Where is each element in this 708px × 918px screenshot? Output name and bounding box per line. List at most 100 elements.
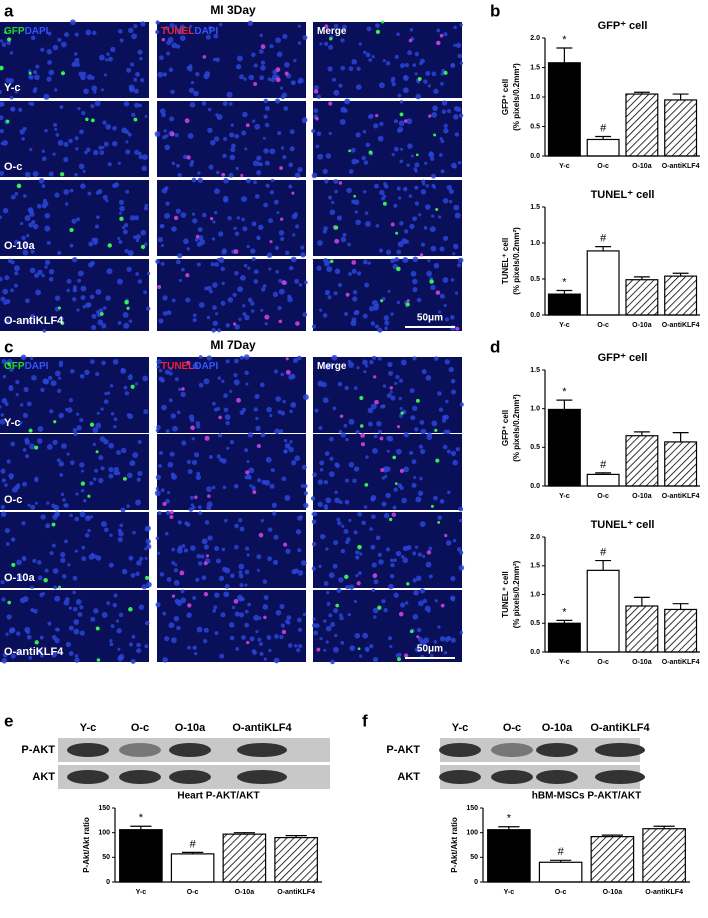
nucleus — [127, 472, 133, 479]
nucleus — [317, 153, 324, 160]
nucleus — [26, 401, 32, 407]
nucleus — [130, 573, 136, 578]
nucleus — [98, 477, 104, 484]
nucleus — [244, 314, 250, 321]
nucleus — [297, 24, 301, 28]
nucleus — [242, 312, 247, 317]
nucleus — [193, 651, 198, 656]
nucleus — [173, 615, 180, 622]
nucleus — [0, 129, 4, 134]
nucleus — [117, 320, 122, 325]
nucleus — [117, 236, 121, 241]
nucleus — [136, 648, 142, 654]
nucleus — [168, 366, 173, 371]
nucleus — [424, 161, 428, 166]
nucleus — [216, 114, 223, 120]
nucleus — [278, 278, 283, 283]
nucleus — [434, 599, 438, 603]
nucleus — [61, 443, 67, 449]
nucleus — [103, 439, 109, 445]
chart-title: Heart P-AKT/AKT — [177, 791, 259, 802]
nucleus — [91, 313, 97, 319]
nucleus — [416, 80, 420, 84]
gfp-signal — [51, 522, 56, 527]
nucleus — [110, 411, 115, 416]
nucleus — [58, 461, 64, 467]
nucleus — [237, 286, 244, 293]
bar — [170, 853, 215, 883]
nucleus — [344, 100, 348, 104]
nucleus — [0, 296, 6, 302]
nucleus — [264, 160, 270, 166]
nucleus — [420, 448, 426, 455]
nucleus — [333, 23, 339, 29]
nucleus — [404, 77, 408, 81]
nucleus — [355, 429, 360, 434]
tunel-signal — [399, 468, 405, 474]
nucleus — [289, 146, 295, 152]
nucleus — [129, 373, 133, 378]
tunel-signal — [360, 442, 366, 447]
nucleus — [195, 421, 201, 426]
nucleus — [283, 439, 288, 443]
nucleus — [28, 222, 34, 228]
nucleus — [145, 538, 151, 545]
tunel-signal — [316, 647, 321, 652]
nucleus — [156, 365, 160, 369]
nucleus — [238, 518, 243, 523]
nucleus — [126, 266, 132, 272]
gfp-signal — [397, 657, 401, 662]
nucleus — [255, 416, 259, 421]
nucleus — [120, 368, 127, 374]
nucleus — [221, 281, 225, 286]
nucleus — [322, 229, 327, 234]
nucleus — [421, 369, 427, 375]
nucleus — [125, 149, 131, 155]
nucleus — [75, 412, 80, 416]
nucleus — [146, 543, 152, 550]
nucleus — [283, 449, 288, 454]
nucleus — [393, 487, 398, 492]
nucleus — [27, 319, 33, 324]
nucleus — [101, 323, 107, 329]
nucleus — [117, 528, 122, 533]
gfp-signal — [107, 243, 112, 248]
tunel-signal — [260, 44, 266, 50]
tunel-signal — [221, 172, 226, 177]
nucleus — [136, 560, 142, 566]
nucleus — [276, 51, 283, 58]
nucleus — [155, 20, 160, 25]
nucleus — [137, 49, 143, 55]
nucleus — [251, 309, 255, 313]
nucleus — [40, 514, 46, 520]
tunel-signal — [184, 118, 190, 124]
nucleus — [394, 381, 398, 386]
bar — [222, 833, 267, 883]
nucleus — [14, 191, 19, 196]
significance-mark: * — [562, 34, 567, 46]
gfp-signal — [329, 37, 333, 41]
y-axis-label: TUNEL⁺ cell — [501, 238, 510, 284]
nucleus — [212, 282, 218, 288]
nucleus — [203, 73, 210, 80]
nucleus — [417, 637, 423, 642]
nucleus — [251, 221, 257, 227]
nucleus — [234, 611, 240, 617]
nucleus — [244, 448, 249, 453]
nucleus — [138, 556, 144, 561]
tunel-signal — [408, 38, 413, 43]
nucleus — [192, 313, 197, 318]
nucleus — [89, 294, 95, 300]
nucleus — [22, 557, 26, 562]
nucleus — [221, 379, 225, 384]
gfp-signal — [388, 517, 393, 522]
nucleus — [263, 657, 267, 661]
nucleus — [162, 72, 167, 77]
nucleus — [453, 114, 459, 120]
gfp-signal — [400, 411, 404, 415]
nucleus — [128, 27, 134, 34]
nucleus — [233, 483, 239, 489]
nucleus — [37, 425, 44, 432]
nucleus — [109, 639, 113, 643]
nucleus — [79, 418, 84, 423]
